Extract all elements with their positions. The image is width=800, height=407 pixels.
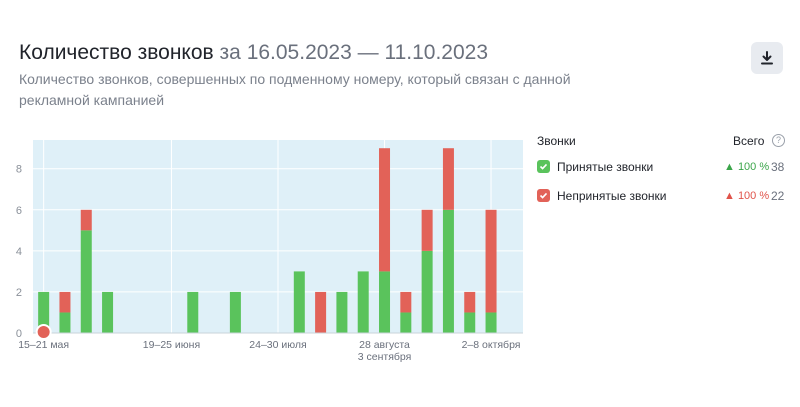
legend-change: ▲ 100 % [724, 161, 770, 173]
download-button[interactable] [751, 42, 783, 74]
download-icon [761, 51, 773, 65]
chart-header: Количество звонков за 16.05.2023 — 11.10… [19, 40, 709, 111]
bar-missed [379, 148, 391, 272]
bar-missed [80, 209, 92, 231]
x-tick-label: 19–25 июня [143, 339, 200, 351]
legend-change: ▲ 100 % [724, 190, 770, 202]
y-tick-label: 8 [16, 164, 22, 176]
x-tick-label: 28 августа 3 сентября [358, 339, 412, 363]
title-date-range: за 16.05.2023 — 11.10.2023 [219, 41, 489, 64]
legend-count: 22 [771, 189, 785, 203]
legend-header: Звонки Всего ? [537, 130, 787, 152]
bar-accepted [442, 209, 454, 333]
bar-missed [421, 209, 433, 251]
bar-accepted [357, 271, 369, 333]
chart-legend: Звонки Всего ? Принятые звонки ▲ 100 % 3… [537, 130, 787, 210]
bar-accepted [102, 291, 114, 333]
bar-accepted [485, 312, 497, 333]
checkbox-accepted[interactable] [537, 160, 550, 173]
legend-count: 38 [771, 160, 785, 174]
y-tick-label: 0 [16, 328, 22, 340]
check-icon [539, 163, 548, 170]
bar-missed [400, 291, 412, 313]
range-start-marker [35, 324, 52, 340]
bar-accepted [336, 291, 348, 333]
bar-accepted [464, 312, 476, 333]
legend-label: Непринятые звонки [557, 189, 667, 203]
bar-accepted [187, 291, 199, 333]
page-title: Количество звонков за 16.05.2023 — 11.10… [19, 40, 709, 66]
legend-total-label: Всего [733, 134, 765, 148]
title-main: Количество звонков [19, 41, 214, 64]
help-icon[interactable]: ? [772, 134, 785, 147]
legend-item-missed[interactable]: Непринятые звонки ▲ 100 % 22 [537, 181, 787, 210]
bar-missed [315, 291, 327, 333]
check-icon [539, 192, 548, 199]
bar-accepted [293, 271, 305, 333]
bar-missed [485, 209, 497, 313]
page-subtitle: Количество звонков, совершенных по подме… [19, 71, 571, 108]
calls-chart: 0 2 4 6 8 15–21 мая 19–25 июня 24–30 июля 28 авг… [16, 140, 523, 363]
bar-missed [442, 148, 454, 210]
checkbox-missed[interactable] [537, 189, 550, 202]
y-tick-label: 2 [16, 287, 22, 299]
legend-title: Звонки [537, 134, 576, 148]
bar-accepted [379, 271, 391, 333]
bar-accepted [421, 250, 433, 333]
bar-accepted [38, 291, 50, 333]
x-tick-label: 2–8 октября [462, 339, 521, 351]
legend-item-accepted[interactable]: Принятые звонки ▲ 100 % 38 [537, 152, 787, 181]
y-tick-label: 4 [16, 246, 22, 258]
legend-label: Принятые звонки [557, 160, 654, 174]
bar-missed [464, 291, 476, 313]
bar-accepted [229, 291, 241, 333]
x-tick-label: 24–30 июля [249, 339, 306, 351]
bar-accepted [80, 230, 92, 333]
bar-accepted [59, 312, 71, 333]
bar-missed [59, 291, 71, 313]
x-tick-label: 15–21 мая [18, 339, 69, 351]
bar-accepted [400, 312, 412, 333]
y-tick-label: 6 [16, 205, 22, 217]
